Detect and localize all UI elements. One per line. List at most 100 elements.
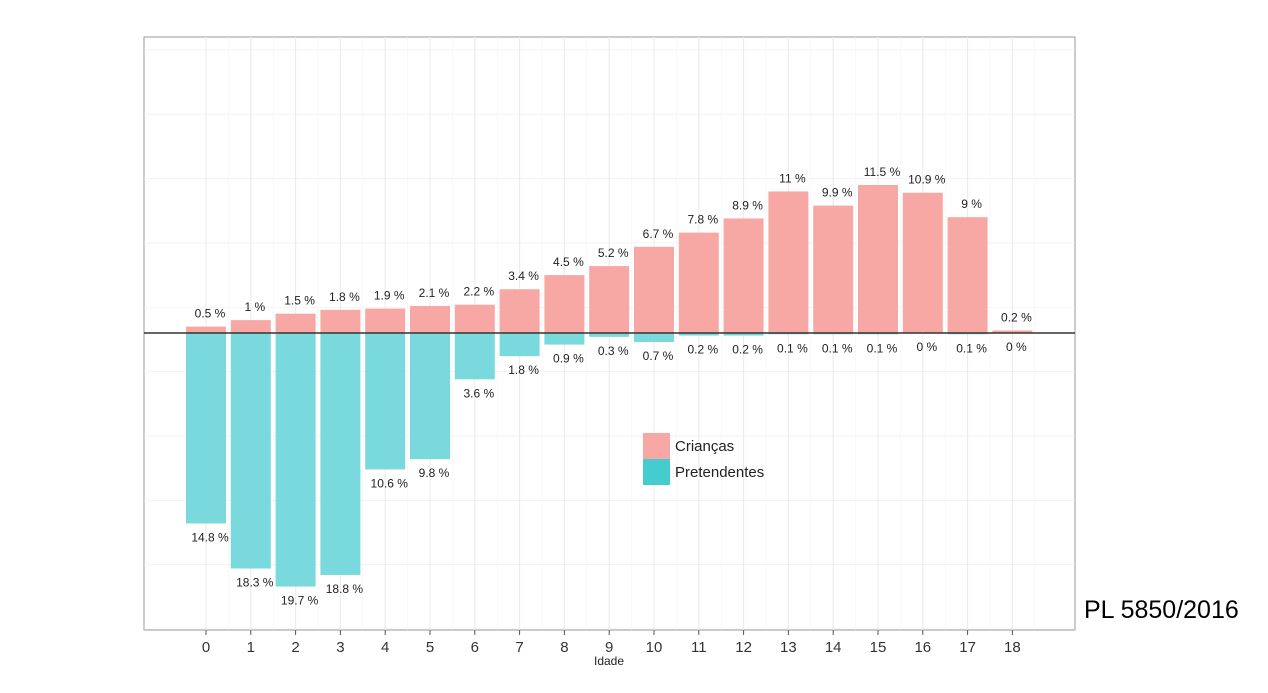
bar-pretendentes — [589, 333, 630, 337]
bar-criancas — [589, 266, 630, 333]
data-label-pretendentes: 0.1 % — [956, 341, 987, 355]
x-tick-label: 2 — [291, 639, 299, 656]
data-label-criancas: 2.1 % — [419, 286, 450, 300]
data-label-pretendentes: 0 % — [1006, 340, 1027, 354]
data-label-pretendentes: 0 % — [916, 340, 937, 354]
x-tick-label: 14 — [825, 639, 842, 656]
bar-pretendentes — [723, 333, 764, 336]
bar-criancas — [813, 205, 854, 333]
x-tick-label: 6 — [471, 639, 479, 656]
data-label-pretendentes: 18.8 % — [326, 582, 364, 596]
data-label-criancas: 1.5 % — [284, 294, 315, 308]
bar-criancas — [768, 191, 809, 333]
data-label-pretendentes: 19.7 % — [281, 594, 319, 608]
legend-label: Pretendentes — [675, 464, 764, 481]
data-label-criancas: 3.4 % — [508, 269, 539, 283]
data-label-pretendentes: 3.6 % — [463, 386, 494, 400]
data-label-pretendentes: 0.1 % — [867, 341, 898, 355]
x-tick-label: 17 — [959, 639, 976, 656]
bar-criancas — [320, 309, 361, 333]
data-label-pretendentes: 0.7 % — [643, 349, 674, 363]
data-label-criancas: 5.2 % — [598, 246, 629, 260]
data-label-pretendentes: 0.1 % — [777, 341, 808, 355]
legend-swatch — [643, 433, 670, 459]
x-tick-label: 16 — [914, 639, 931, 656]
data-label-criancas: 7.8 % — [687, 213, 718, 227]
bar-pretendentes — [410, 333, 450, 460]
data-label-pretendentes: 18.3 % — [236, 576, 274, 590]
x-tick-label: 7 — [515, 639, 523, 656]
bar-criancas — [275, 313, 316, 333]
data-label-criancas: 4.5 % — [553, 255, 584, 269]
data-label-criancas: 11 % — [779, 171, 806, 185]
x-axis-ticks: 0 1 2 3 4 5 6 7 8 9 10 11 12 13 14 15 16 17 18 — [202, 630, 1021, 656]
bar-criancas — [947, 217, 988, 333]
data-label-criancas: 9.9 % — [822, 186, 853, 200]
data-label-pretendentes: 10.6 % — [371, 476, 409, 490]
data-label-pretendentes: 9.8 % — [419, 466, 450, 480]
data-label-pretendentes: 1.8 % — [508, 363, 539, 377]
bar-criancas — [992, 330, 1033, 333]
bar-criancas — [410, 305, 450, 333]
legend-label: Crianças — [675, 438, 734, 455]
x-tick-label: 11 — [691, 639, 707, 656]
bar-pretendentes — [454, 333, 495, 380]
x-axis-label: Idade — [594, 654, 624, 668]
data-label-criancas: 6.7 % — [643, 227, 674, 241]
x-tick-label: 10 — [646, 639, 663, 656]
x-tick-label: 9 — [605, 639, 613, 656]
bar-pretendentes — [678, 333, 719, 336]
data-label-pretendentes: 0.2 % — [687, 343, 718, 357]
legend-swatch — [643, 459, 670, 485]
bar-criancas — [678, 232, 719, 333]
data-label-criancas: 2.2 % — [463, 285, 494, 299]
data-label-criancas: 9 % — [961, 197, 982, 211]
data-label-pretendentes: 0.3 % — [598, 344, 629, 358]
x-tick-label: 13 — [780, 639, 797, 656]
data-label-criancas: 10.9 % — [908, 173, 946, 187]
bar-criancas — [230, 320, 271, 333]
bar-criancas — [499, 289, 540, 333]
bar-pretendentes — [499, 333, 540, 357]
bar-criancas — [365, 308, 406, 333]
bar-pretendentes — [320, 333, 361, 575]
bar-pretendentes — [230, 333, 271, 569]
data-label-pretendentes: 0.9 % — [553, 352, 584, 366]
legend: Crianças Pretendentes — [643, 433, 764, 485]
data-label-criancas: 8.9 % — [732, 198, 763, 212]
x-tick-label: 3 — [336, 639, 344, 656]
x-tick-label: 4 — [381, 639, 389, 656]
bars — [186, 184, 1033, 587]
x-tick-label: 8 — [560, 639, 568, 656]
data-label-criancas: 0.5 % — [195, 307, 226, 321]
bar-criancas — [902, 192, 943, 333]
x-tick-label: 5 — [426, 639, 434, 656]
bar-pretendentes — [186, 333, 226, 524]
bar-criancas — [858, 184, 898, 333]
x-tick-label: 18 — [1004, 639, 1021, 656]
bar-criancas — [186, 326, 226, 333]
x-tick-label: 12 — [735, 639, 752, 656]
bar-criancas — [723, 218, 764, 333]
bar-pretendentes — [275, 333, 316, 587]
data-label-criancas: 11.5 % — [864, 165, 901, 179]
bar-criancas — [634, 246, 674, 333]
bar-criancas — [544, 275, 585, 333]
x-tick-label: 1 — [247, 639, 255, 656]
bar-criancas — [454, 304, 495, 333]
bar-pretendentes — [365, 333, 406, 470]
data-label-criancas: 1.8 % — [329, 290, 360, 304]
data-label-pretendentes: 0.2 % — [732, 343, 763, 357]
data-label-criancas: 1 % — [244, 300, 265, 314]
x-tick-label: 15 — [870, 639, 887, 656]
bar-pretendentes — [544, 333, 585, 345]
data-label-criancas: 0.2 % — [1001, 310, 1032, 324]
data-label-pretendentes: 14.8 % — [191, 530, 229, 544]
bar-pretendentes — [634, 333, 674, 343]
data-labels: 0.5 % 1 % 1.5 % 1.8 % 1.9 % 2.1 % 2.2 % 3.4 % 4.… — [191, 165, 1032, 608]
x-tick-label: 0 — [202, 639, 210, 656]
footnote: PL 5850/2016 — [1084, 596, 1239, 624]
data-label-pretendentes: 0.1 % — [822, 341, 853, 355]
data-label-criancas: 1.9 % — [374, 289, 405, 303]
